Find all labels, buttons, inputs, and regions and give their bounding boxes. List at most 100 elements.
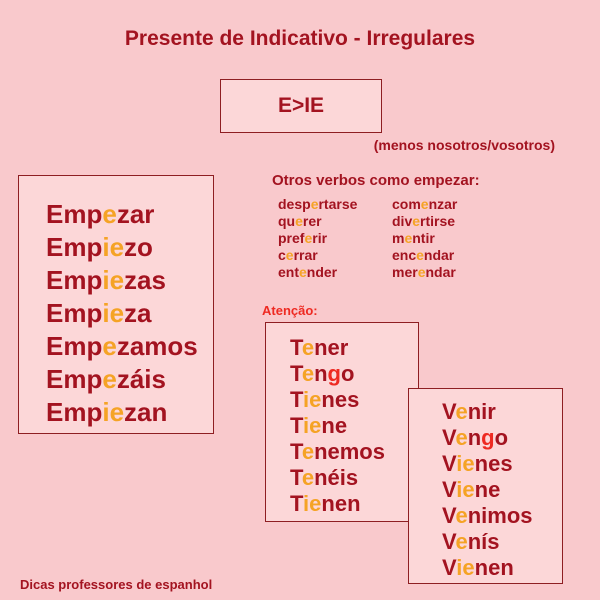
letter-segment: e	[301, 465, 315, 490]
verb-line: Empieza	[46, 297, 213, 330]
letter-segment: o	[340, 361, 355, 386]
letter-segment: e	[310, 196, 319, 212]
letter-segment: Emp	[46, 397, 103, 427]
letter-segment: e	[301, 335, 315, 360]
letter-segment: za	[124, 298, 152, 328]
verb-line: mentir	[392, 230, 457, 247]
letter-segment: V	[442, 503, 456, 528]
letter-segment: ntir	[412, 230, 435, 246]
letter-segment: mer	[392, 264, 418, 280]
letter-segment: Emp	[46, 232, 103, 262]
exception-note: (menos nosotros/vosotros)	[373, 137, 555, 153]
letter-segment: ie	[303, 413, 322, 438]
letter-segment: e	[299, 264, 307, 280]
letter-segment: e	[285, 247, 294, 263]
letter-segment: c	[278, 247, 286, 263]
verb-line: Venís	[442, 529, 562, 555]
letter-segment: V	[442, 529, 456, 554]
letter-segment: nes	[474, 451, 513, 476]
letter-segment: e	[455, 425, 468, 450]
other-verbs-column-1: despertarse querer preferir cerrar entender	[278, 196, 357, 281]
letter-segment: desp	[278, 196, 311, 212]
letter-segment: e	[102, 364, 117, 394]
letter-segment: g	[481, 425, 495, 450]
letter-segment: zamos	[116, 331, 198, 361]
verb-line: Vienes	[442, 451, 562, 477]
tener-conjugation-box: Tener Tengo Tienes Tiene Tenemos Tenéis Tienen	[265, 322, 419, 522]
letter-segment: T	[290, 387, 304, 412]
letter-segment: ner	[314, 335, 349, 360]
letter-segment: enc	[392, 247, 417, 263]
letter-segment: ie	[456, 451, 475, 476]
verb-line: Empezar	[46, 198, 213, 231]
venir-conjugation-box: Venir Vengo Vienes Viene Venimos Venís Vienen	[408, 388, 563, 584]
letter-segment: nir	[467, 399, 496, 424]
verb-line: Empezamos	[46, 330, 213, 363]
letter-segment: nes	[321, 387, 360, 412]
letter-segment: zas	[124, 265, 166, 295]
letter-segment: e	[412, 213, 421, 229]
letter-segment: ne	[321, 413, 348, 438]
verb-line: Venir	[442, 399, 562, 425]
letter-segment: V	[442, 451, 457, 476]
letter-segment: e	[416, 247, 424, 263]
verb-line: merendar	[392, 264, 457, 281]
page-title: Presente de Indicativo - Irregulares	[124, 27, 476, 50]
letter-segment: néis	[314, 465, 359, 490]
letter-segment: e	[420, 196, 429, 212]
verb-line: querer	[278, 213, 357, 230]
letter-segment: e	[102, 331, 117, 361]
letter-segment: zar	[116, 199, 155, 229]
letter-segment: n	[314, 361, 328, 386]
letter-segment: ie	[456, 477, 475, 502]
letter-segment: T	[290, 413, 304, 438]
verb-line: comenzar	[392, 196, 457, 213]
letter-segment: V	[442, 555, 457, 580]
letter-segment: rtarse	[318, 196, 358, 212]
verb-line: Tienen	[290, 491, 418, 517]
letter-segment: T	[290, 465, 302, 490]
verb-line: preferir	[278, 230, 357, 247]
letter-segment: nemos	[314, 439, 385, 464]
letter-segment: T	[290, 335, 302, 360]
letter-segment: nzar	[428, 196, 458, 212]
letter-segment: rer	[302, 213, 322, 229]
letter-segment: div	[392, 213, 413, 229]
rule-label: E>IE	[277, 94, 325, 117]
verb-line: Empezáis	[46, 363, 213, 396]
letter-segment: ie	[102, 298, 125, 328]
letter-segment: Emp	[46, 199, 103, 229]
letter-segment: V	[442, 399, 456, 424]
letter-segment: ndar	[425, 264, 456, 280]
letter-segment: rir	[312, 230, 328, 246]
verb-line: despertarse	[278, 196, 357, 213]
verb-line: encendar	[392, 247, 457, 264]
letter-segment: T	[290, 491, 304, 516]
letter-segment: ie	[303, 387, 322, 412]
footer-credit: Dicas professores de espanhol	[20, 577, 213, 592]
letter-segment: e	[295, 213, 303, 229]
letter-segment: nen	[474, 555, 514, 580]
letter-segment: ie	[303, 491, 322, 516]
verb-line: Empiezan	[46, 396, 213, 429]
letter-segment: e	[455, 399, 468, 424]
letter-segment: e	[417, 264, 426, 280]
letter-segment: e	[301, 361, 315, 386]
letter-segment: qu	[278, 213, 296, 229]
letter-segment: Emp	[46, 331, 103, 361]
letter-segment: T	[290, 439, 302, 464]
letter-segment: nimos	[467, 503, 533, 528]
letter-segment: e	[102, 199, 117, 229]
attention-label: Atenção:	[262, 303, 318, 318]
letter-segment: zo	[124, 232, 153, 262]
verb-line: Tenemos	[290, 439, 418, 465]
letter-segment: ie	[102, 232, 125, 262]
verb-line: Viene	[442, 477, 562, 503]
verb-line: Tenéis	[290, 465, 418, 491]
letter-segment: T	[290, 361, 302, 386]
verb-line: entender	[278, 264, 357, 281]
letter-segment: o	[494, 425, 509, 450]
verb-line: Empiezas	[46, 264, 213, 297]
letter-segment: g	[327, 361, 341, 386]
